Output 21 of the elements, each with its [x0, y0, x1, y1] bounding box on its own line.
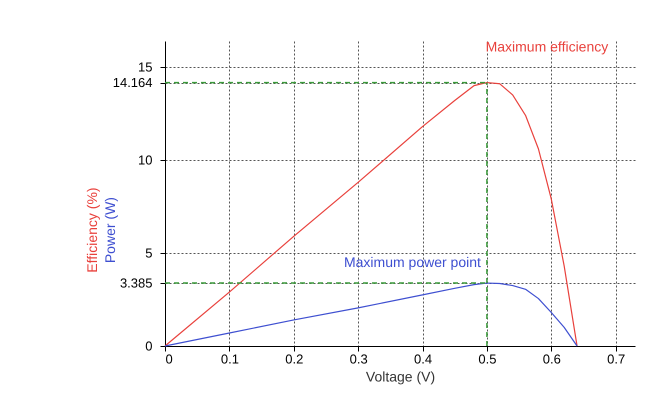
line-series [164, 82, 578, 347]
x-tick-label: 0.6 [542, 352, 561, 366]
x-tick-label: 0.7 [607, 352, 626, 366]
line-series [164, 282, 578, 347]
annotation: Maximum efficiency [486, 38, 608, 55]
x-tick-label: 0.5 [478, 352, 496, 366]
y-tick-label: 0 [145, 338, 152, 354]
x-tick-label: 0.1 [220, 352, 239, 366]
text: Efficiency (%) [84, 187, 100, 273]
y-tick-label: 5 [145, 246, 152, 261]
x-tick-label: 0 [166, 352, 173, 366]
x-axis-title: Voltage (V) [366, 368, 436, 384]
x-tick-label: 0.2 [285, 352, 304, 366]
y-tick-label: 15 [138, 60, 152, 75]
y-tick-label: 14.164 [112, 75, 152, 90]
x-tick-label: 0.4 [414, 352, 432, 366]
text: Power (W) [102, 197, 118, 264]
y-tick-label: 10 [138, 152, 152, 168]
x-tick-label: 0.3 [350, 352, 368, 366]
y-tick-label: 3.385 [120, 276, 152, 291]
annotation: Maximum power point [344, 254, 482, 270]
